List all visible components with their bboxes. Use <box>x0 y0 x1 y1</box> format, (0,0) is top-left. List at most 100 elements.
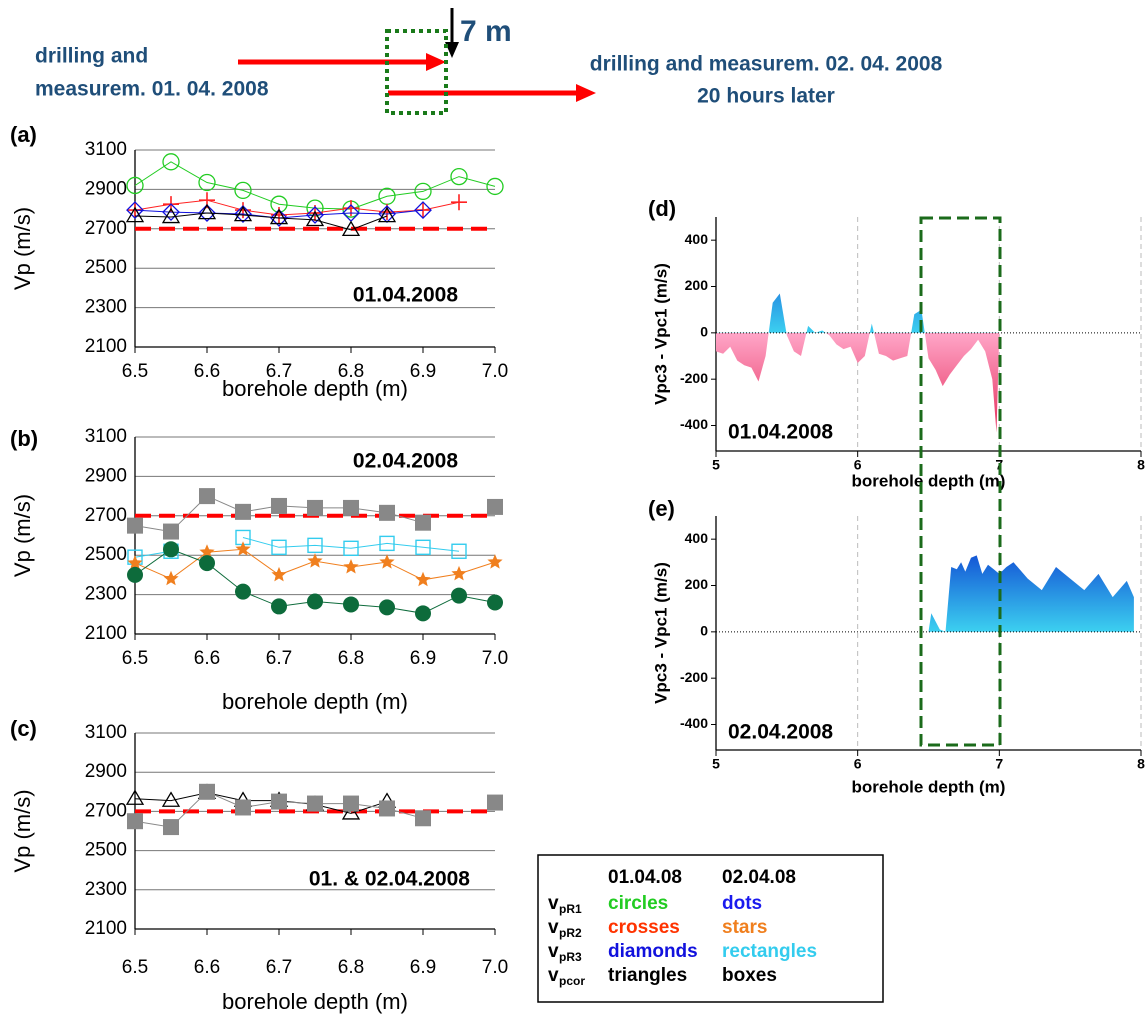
marker-box <box>271 497 287 514</box>
marker-rectangle <box>307 537 323 554</box>
legend-symbol: v <box>548 893 559 914</box>
x-tick-label: 6.8 <box>338 648 364 669</box>
y-tick-label: 2700 <box>85 800 127 821</box>
x-tick-label: 7.0 <box>482 648 508 669</box>
panel-label: (e) <box>648 496 675 521</box>
y-tick-label: 400 <box>685 530 709 546</box>
panel-label: (c) <box>10 716 37 741</box>
x-tick-label: 6.7 <box>266 648 292 669</box>
arrow-head <box>445 42 459 58</box>
x-tick-label: 5 <box>712 457 720 473</box>
marker-box <box>199 488 215 505</box>
x-tick-label: 6.5 <box>122 648 148 669</box>
marker-circle <box>126 176 144 195</box>
marker-star <box>487 554 503 569</box>
header-left: measurem. 01. 04. 2008 <box>35 78 269 101</box>
marker-cross <box>451 194 467 211</box>
x-tick-label: 8 <box>1137 756 1145 772</box>
y-tick-label: 3100 <box>85 139 127 160</box>
legend-cell: crosses <box>608 917 680 938</box>
y-tick-label: -400 <box>680 416 708 432</box>
y-tick-label: 2500 <box>85 544 127 565</box>
marker-triangle <box>125 206 145 223</box>
y-tick-label: 2900 <box>85 761 127 782</box>
marker-triangle <box>233 205 253 222</box>
legend-symbol: v <box>548 917 559 938</box>
y-tick-label: 2100 <box>85 918 127 939</box>
marker-box <box>199 783 215 800</box>
marker-diamond <box>414 201 432 220</box>
x-tick-label: 6 <box>854 457 862 473</box>
x-tick-label: 6.9 <box>410 957 436 978</box>
series-line <box>134 199 460 216</box>
marker-circle <box>450 167 468 186</box>
marker-diamond <box>162 203 180 221</box>
y-tick-label: 200 <box>685 576 709 592</box>
marker-box <box>163 819 179 836</box>
annotation: 02.04.2008 <box>353 450 458 473</box>
y-tick-label: 2100 <box>85 623 127 644</box>
y-tick-label: 200 <box>685 277 709 293</box>
y-axis-label: Vp (m/s) <box>10 207 35 290</box>
panel-label: (d) <box>648 196 676 221</box>
marker-triangle <box>125 789 145 805</box>
legend-symbol: v <box>548 965 559 986</box>
header-right: 20 hours later <box>697 85 835 108</box>
legend-cell: stars <box>722 917 767 938</box>
y-tick-label: 2900 <box>85 178 127 199</box>
y-tick-label: 3100 <box>85 426 127 447</box>
legend-column: 01.04.08 <box>608 867 682 888</box>
y-tick-label: 2300 <box>85 879 127 900</box>
x-tick-label: 7.0 <box>482 957 508 978</box>
marker-circle <box>198 173 216 192</box>
marker-rectangle <box>379 535 395 552</box>
y-axis-label: Vp (m/s) <box>10 789 35 872</box>
x-tick-label: 6.8 <box>338 957 364 978</box>
marker-box <box>343 795 359 812</box>
y-tick-label: 2500 <box>85 257 127 278</box>
marker-triangle <box>161 207 181 224</box>
marker-triangle <box>269 208 289 225</box>
y-tick-label: 2300 <box>85 297 127 318</box>
marker-box <box>487 794 503 811</box>
marker-star <box>343 559 359 574</box>
marker-box <box>127 517 143 534</box>
legend-symbol: v <box>548 941 559 962</box>
marker-star <box>271 566 287 582</box>
header-right: drilling and measurem. 02. 04. 2008 <box>590 53 943 76</box>
series-line <box>134 212 388 231</box>
marker-rectangle <box>451 543 467 559</box>
area <box>928 555 1134 632</box>
x-tick-label: 6.5 <box>122 361 148 382</box>
legend-column: 02.04.08 <box>722 867 796 888</box>
y-tick-label: 2500 <box>85 840 127 861</box>
x-tick-label: 6.6 <box>194 361 220 382</box>
legend-cell: boxes <box>722 965 777 986</box>
marker-star <box>199 544 215 559</box>
marker-diamond <box>198 204 216 222</box>
arrow-head <box>426 53 446 71</box>
x-tick-label: 6 <box>854 756 862 772</box>
y-tick-label: 400 <box>685 231 709 247</box>
y-tick-label: 2900 <box>85 465 127 486</box>
x-axis-label: borehole depth (m) <box>852 777 1006 796</box>
y-tick-label: 0 <box>700 324 708 340</box>
marker-circle <box>486 177 504 196</box>
x-tick-label: 6.7 <box>266 957 292 978</box>
series-line <box>134 792 388 814</box>
legend-symbol-sub: pR1 <box>559 902 582 916</box>
x-tick-label: 6.6 <box>194 648 220 669</box>
marker-diamond <box>306 206 324 224</box>
annotation: 01. & 02.04.2008 <box>309 868 470 891</box>
x-tick-label: 6.8 <box>338 361 364 382</box>
legend-cell: rectangles <box>722 941 817 962</box>
marker-box <box>307 795 323 812</box>
marker-diamond <box>234 205 252 223</box>
legend-symbol-sub: pR2 <box>559 926 582 940</box>
marker-star <box>307 553 323 568</box>
marker-box <box>127 813 143 830</box>
x-tick-label: 6.6 <box>194 957 220 978</box>
x-axis-label: borehole depth (m) <box>222 989 408 1014</box>
